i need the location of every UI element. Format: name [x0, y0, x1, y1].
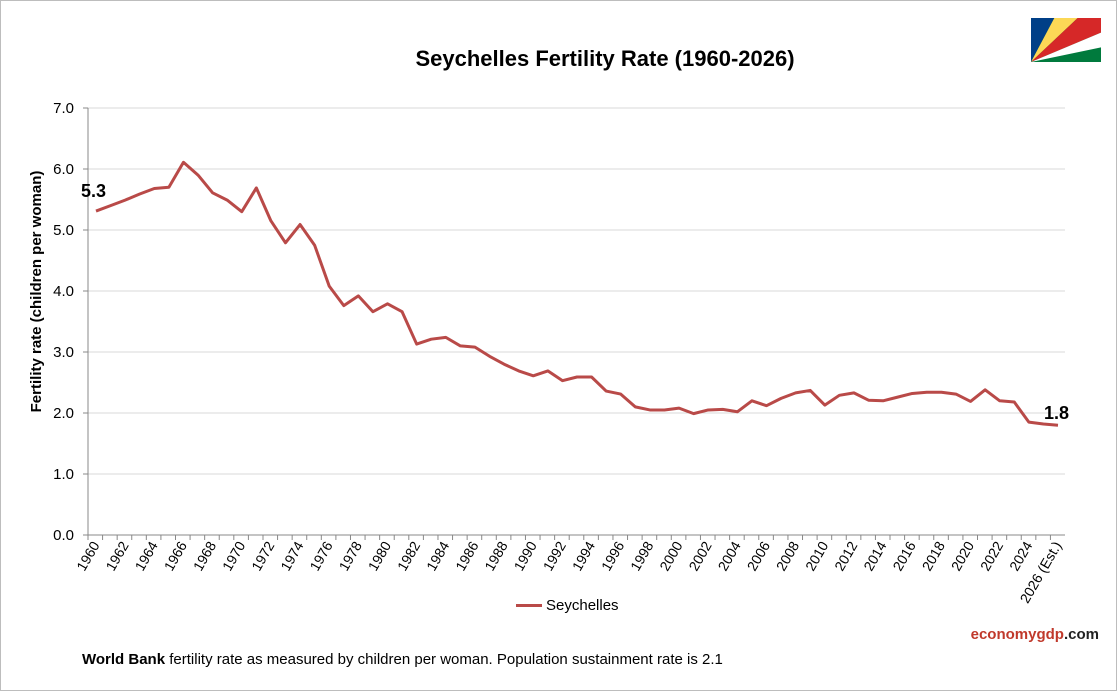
x-tick-label: 1962 [102, 538, 132, 573]
x-tick-label: 1990 [510, 538, 540, 573]
y-tick-label: 6.0 [53, 161, 74, 178]
x-tick-label: 2002 [685, 538, 715, 573]
annotation-end: 1.8 [1044, 403, 1069, 423]
x-tick-label: 2000 [656, 538, 686, 573]
y-tick-label: 0.0 [53, 527, 74, 544]
y-tick-label: 7.0 [53, 100, 74, 117]
x-tick-label: 2008 [773, 538, 803, 573]
x-tick-label: 2006 [744, 538, 774, 573]
x-tick-label: 2018 [919, 538, 949, 573]
x-tick-label: 1976 [306, 538, 336, 573]
x-tick-label: 2016 [889, 538, 919, 573]
brand-logo: economygdp.com [970, 626, 1099, 643]
x-tick-label: 2022 [977, 538, 1007, 573]
flag-blue [1031, 18, 1055, 62]
x-tick-label: 1996 [598, 538, 628, 573]
x-tick-label: 1988 [481, 538, 511, 573]
x-tick-label: 1986 [452, 538, 482, 573]
footer-note: World Bank fertility rate as measured by… [82, 651, 723, 668]
x-tick-label: 1974 [277, 538, 307, 573]
x-tick-label: 1960 [73, 538, 103, 573]
x-tick-label: 1970 [219, 538, 249, 573]
annotation-start: 5.3 [81, 181, 106, 201]
seychelles-flag-icon [1031, 18, 1101, 62]
x-tick-label: 1966 [161, 538, 191, 573]
x-tick-label: 2020 [948, 538, 978, 573]
y-axis-label: Fertility rate (children per woman) [28, 171, 45, 413]
x-tick-label: 1972 [248, 538, 278, 573]
x-tick-label: 1984 [423, 538, 453, 573]
y-tick-label: 5.0 [53, 222, 74, 239]
x-tick-label: 2004 [714, 538, 744, 573]
x-tick-label: 1992 [540, 538, 570, 573]
y-tick-label: 2.0 [53, 405, 74, 422]
x-tick-label: 2024 [1006, 538, 1036, 573]
legend: Seychelles [516, 597, 619, 614]
chart-title: Seychelles Fertility Rate (1960-2026) [415, 46, 795, 71]
x-tick-label: 1998 [627, 538, 657, 573]
y-tick-label: 3.0 [53, 344, 74, 361]
flag-white [1031, 32, 1101, 62]
legend-swatch [516, 604, 542, 607]
y-tick-label: 4.0 [53, 283, 74, 300]
x-tick-label: 1964 [131, 538, 161, 573]
flag-red [1031, 18, 1101, 62]
x-tick-label: 2014 [860, 538, 890, 573]
x-tick-label: 1982 [394, 538, 424, 573]
y-tick-label: 1.0 [53, 466, 74, 483]
x-tick-label: 1968 [190, 538, 220, 573]
series-line-seychelles [95, 160, 1059, 427]
x-tick-label: 2012 [831, 538, 861, 573]
x-tick-label: 1980 [365, 538, 395, 573]
flag-yellow [1031, 18, 1078, 62]
legend-label: Seychelles [546, 597, 619, 614]
x-tick-label: 2010 [802, 538, 832, 573]
x-tick-label: 1978 [336, 538, 366, 573]
x-tick-label: 1994 [569, 538, 599, 573]
